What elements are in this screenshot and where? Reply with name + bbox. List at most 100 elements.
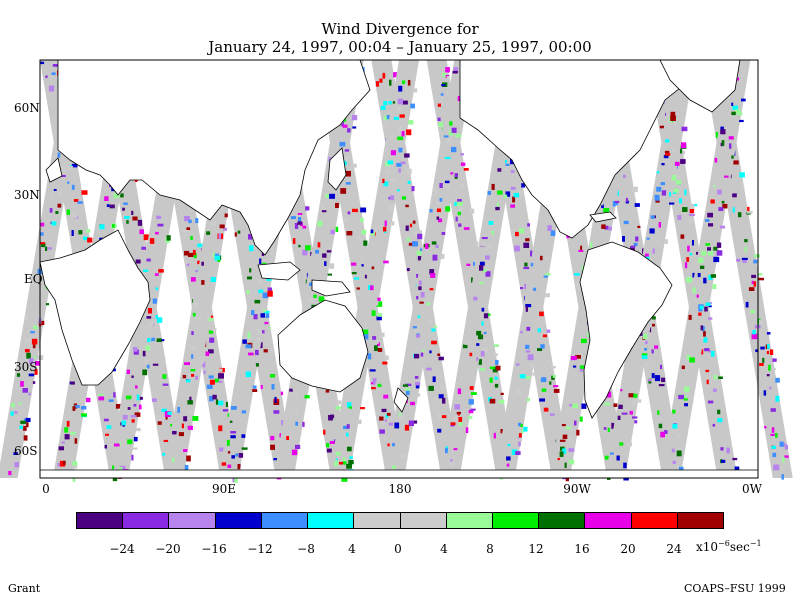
divergence-sample [372,228,378,233]
eurasia-landmass [57,59,371,256]
divergence-sample [784,444,788,450]
divergence-sample [206,384,213,389]
divergence-sample [361,229,367,235]
divergence-sample [371,387,376,390]
divergence-sample [493,344,499,347]
divergence-sample [444,156,451,160]
divergence-sample [505,163,510,166]
divergence-sample [383,260,389,264]
divergence-sample [751,333,758,340]
divergence-sample [540,344,545,349]
divergence-sample [420,248,423,253]
divergence-sample [106,425,112,429]
divergence-sample [686,239,689,243]
divergence-sample [263,321,269,325]
divergence-sample [255,363,259,367]
divergence-sample [483,338,488,343]
colorbar-label: 12 [528,542,544,556]
divergence-sample [388,204,394,210]
divergence-sample [475,241,479,245]
divergence-sample [641,353,648,357]
colorbar-swatch [631,513,678,528]
divergence-sample [497,202,500,208]
divergence-sample [745,301,749,308]
colorbar-label: 24 [666,542,682,556]
divergence-sample [679,466,684,472]
divergence-sample [432,254,438,261]
divergence-sample [14,411,18,414]
divergence-sample [705,243,711,246]
divergence-sample [209,379,215,385]
divergence-sample [343,425,349,430]
divergence-sample [335,202,339,208]
divergence-sample [40,222,45,227]
divergence-sample [106,204,110,207]
divergence-sample [656,186,662,192]
divergence-sample [241,447,248,450]
divergence-sample [252,389,258,392]
divergence-sample [772,452,777,458]
divergence-sample [405,390,410,396]
divergence-sample [710,199,715,204]
divergence-sample [360,407,365,410]
divergence-sample [518,438,523,442]
divergence-sample [608,226,612,231]
divergence-sample [367,353,372,360]
divergence-sample [24,337,31,344]
divergence-sample [385,169,391,174]
divergence-sample [452,70,458,74]
colorbar-swatch [400,513,447,528]
lat-label-30n: 30N [14,188,40,202]
divergence-sample [69,184,73,191]
divergence-sample [389,79,392,86]
divergence-sample [207,318,214,321]
divergence-sample [157,421,162,425]
divergence-sample [436,201,441,205]
divergence-sample [483,313,489,319]
divergence-sample [715,132,720,138]
divergence-sample [671,448,675,453]
divergence-sample [581,338,587,344]
divergence-sample [28,373,35,377]
divergence-sample [519,374,526,379]
divergence-sample [59,460,66,467]
divergence-sample [352,126,357,129]
divergence-sample [139,404,142,410]
divergence-sample [162,374,167,379]
divergence-sample [590,242,593,248]
divergence-sample [53,131,57,136]
divergence-sample [437,428,442,433]
divergence-sample [125,395,132,400]
divergence-sample [647,379,652,382]
divergence-sample [515,451,521,455]
divergence-sample [644,363,650,367]
divergence-sample [342,124,348,128]
divergence-sample [457,199,462,204]
divergence-sample [450,172,454,175]
divergence-sample [205,315,211,319]
divergence-sample [565,426,572,430]
antarctica-fringe [39,469,759,479]
divergence-sample [396,162,402,167]
divergence-sample [476,357,479,361]
divergence-sample [390,150,396,156]
divergence-sample [210,315,214,318]
divergence-sample [457,388,462,395]
divergence-sample [633,242,638,247]
divergence-sample [184,362,190,365]
divergence-sample [722,203,728,209]
divergence-sample [579,416,583,422]
divergence-sample [644,348,647,351]
divergence-sample [329,441,335,444]
divergence-sample [739,172,745,178]
divergence-sample [135,259,141,264]
divergence-sample [121,420,127,426]
divergence-sample [359,218,364,222]
divergence-sample [488,221,494,225]
divergence-sample [758,273,763,276]
divergence-sample [518,433,522,439]
divergence-sample [118,442,122,448]
divergence-sample [659,125,666,129]
divergence-sample [644,253,649,257]
colorbar-label: −12 [247,542,273,556]
